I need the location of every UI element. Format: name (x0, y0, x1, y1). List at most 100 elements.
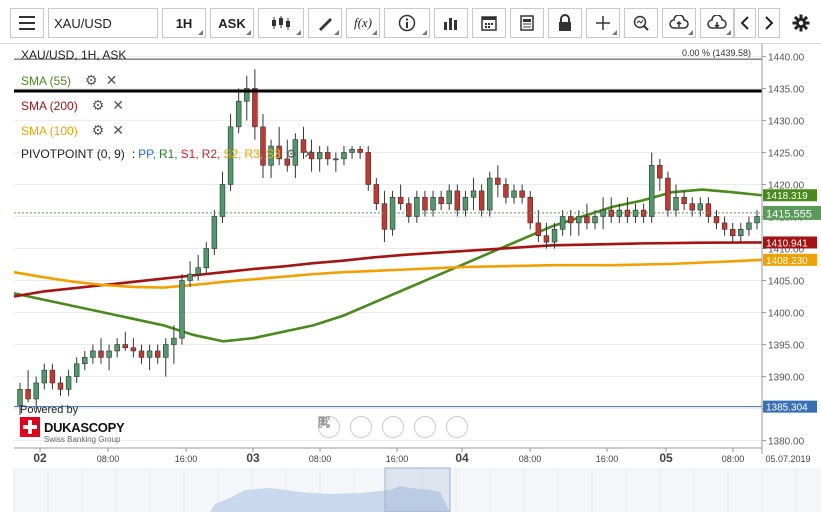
candle-body (325, 152, 331, 160)
close-icon[interactable]: ✕ (303, 147, 314, 161)
function-button[interactable]: f(x) (346, 8, 380, 38)
candle-body (738, 228, 744, 236)
candle-body (316, 152, 323, 160)
plot-background (14, 44, 762, 447)
brand-name: DUKASCOPY (44, 419, 125, 435)
candle-body (252, 88, 258, 128)
gear-icon[interactable]: ⚙ (91, 122, 105, 138)
candle-body (689, 203, 695, 211)
time-tick-label: 16:00 (386, 454, 409, 464)
candle-body (284, 158, 290, 166)
candle-type-icon (272, 16, 290, 30)
candle-body (90, 350, 96, 358)
pivot-s3: S3 (266, 147, 281, 161)
price-side-button[interactable]: ASK (210, 8, 254, 38)
candle-type-button[interactable] (258, 8, 304, 38)
gear-icon[interactable]: ⚙ (91, 97, 105, 113)
candle-body (171, 337, 177, 345)
settings-icon (792, 14, 810, 32)
crosshair-button[interactable] (586, 8, 620, 38)
time-tick-label: 08:00 (722, 454, 745, 464)
scroll-forward-button[interactable] (758, 8, 780, 38)
candle-body (17, 389, 23, 406)
price-tick-label: 1420.00 (768, 180, 805, 191)
close-icon[interactable]: ✕ (112, 122, 124, 138)
close-icon[interactable]: ✕ (112, 97, 124, 113)
calendar-button[interactable] (472, 8, 506, 38)
candle-body (681, 196, 687, 204)
chart-canvas[interactable]: 0.00 % (1439.58) 1440.00 1435.00 1430.00 14… (0, 44, 821, 512)
candle-body (519, 190, 525, 198)
swiss-cross-icon (20, 417, 40, 437)
candle-body (438, 196, 444, 204)
candle-body (543, 235, 550, 243)
zoom-out-button[interactable] (318, 416, 372, 438)
legend-sma-200: SMA (200) ⚙ ✕ (21, 97, 132, 114)
timeframe-button[interactable]: 1H (162, 8, 206, 38)
hamburger-menu-icon[interactable] (10, 8, 44, 38)
price-tag-label: 1410.941 (766, 238, 808, 249)
candle-body (422, 196, 428, 211)
price-tag-bg (763, 236, 817, 249)
price-tick-label: 1440.00 (768, 52, 805, 63)
info-button[interactable] (384, 8, 430, 38)
candle-body (333, 158, 339, 161)
candle-body (576, 216, 582, 224)
navigator-area (210, 486, 450, 512)
pivot-name: PIVOTPOINT (0, 9) (21, 147, 125, 161)
candle-body (41, 369, 48, 384)
legend-pivotpoint: PIVOTPOINT (0, 9) : PP, R1, S1, R2, S2, … (21, 147, 317, 161)
candle-body (721, 222, 728, 230)
legend-sma-100: SMA (100) ⚙ ✕ (21, 122, 132, 139)
draw-button[interactable] (308, 8, 342, 38)
pivot-r3: R3, (244, 147, 264, 161)
chart-area[interactable]: 0.00 % (1439.58) 1440.00 1435.00 1430.00 14… (0, 44, 821, 512)
settings-button[interactable] (786, 8, 816, 38)
draw-icon (319, 18, 332, 31)
candle-body (292, 139, 299, 166)
price-tick-label: 1390.00 (768, 373, 805, 384)
cloud-upload-button[interactable] (662, 8, 696, 38)
close-icon[interactable]: ✕ (105, 72, 118, 88)
candle-body (203, 248, 210, 269)
candle-body (195, 267, 201, 275)
time-tick-label: 16:00 (596, 454, 619, 464)
price-tick-label: 1410.00 (768, 245, 805, 256)
candle-body (114, 344, 120, 352)
candle-body (122, 344, 129, 349)
candle-body (57, 382, 64, 390)
top-info-label: 0.00 % (1439.58) (682, 48, 751, 58)
pivot-s1: S1, (180, 147, 199, 161)
candle-body (511, 190, 517, 198)
candle-body (446, 190, 452, 204)
volume-button[interactable] (434, 8, 468, 38)
price-tag-bg (763, 205, 821, 220)
document-button[interactable] (510, 8, 544, 38)
lock-button[interactable] (548, 8, 582, 38)
reset-zoom-button[interactable] (318, 416, 404, 438)
candle-body (462, 196, 469, 211)
candle-body (665, 177, 671, 211)
pivot-r2: R2, (201, 147, 221, 161)
price-tag-bg (763, 400, 817, 413)
symbol-input[interactable] (48, 8, 158, 38)
scroll-back-button[interactable] (734, 8, 756, 38)
cloud-download-button[interactable] (700, 8, 734, 38)
gear-icon[interactable]: ⚙ (285, 147, 297, 161)
brand-subtitle: Swiss Banking Group (44, 435, 121, 444)
candle-body (235, 100, 242, 128)
candle-body (373, 184, 380, 204)
price-tick-label: 1380.00 (768, 437, 805, 448)
scroll-right-button[interactable] (320, 416, 468, 438)
zoom-controls (318, 416, 478, 438)
function-icon: f(x) (353, 15, 373, 30)
candle-body (746, 222, 752, 230)
price-tick-label: 1400.00 (768, 309, 805, 320)
dukascopy-logo: Powered by DUKASCOPY Swiss Banking Group (20, 404, 140, 444)
candle-body (430, 196, 436, 211)
time-tick-label: 08:00 (309, 454, 332, 464)
zoom-button[interactable] (624, 8, 658, 38)
gear-icon[interactable]: ⚙ (85, 72, 98, 88)
zoom-in-button[interactable] (318, 416, 436, 438)
candle-body (25, 389, 31, 400)
